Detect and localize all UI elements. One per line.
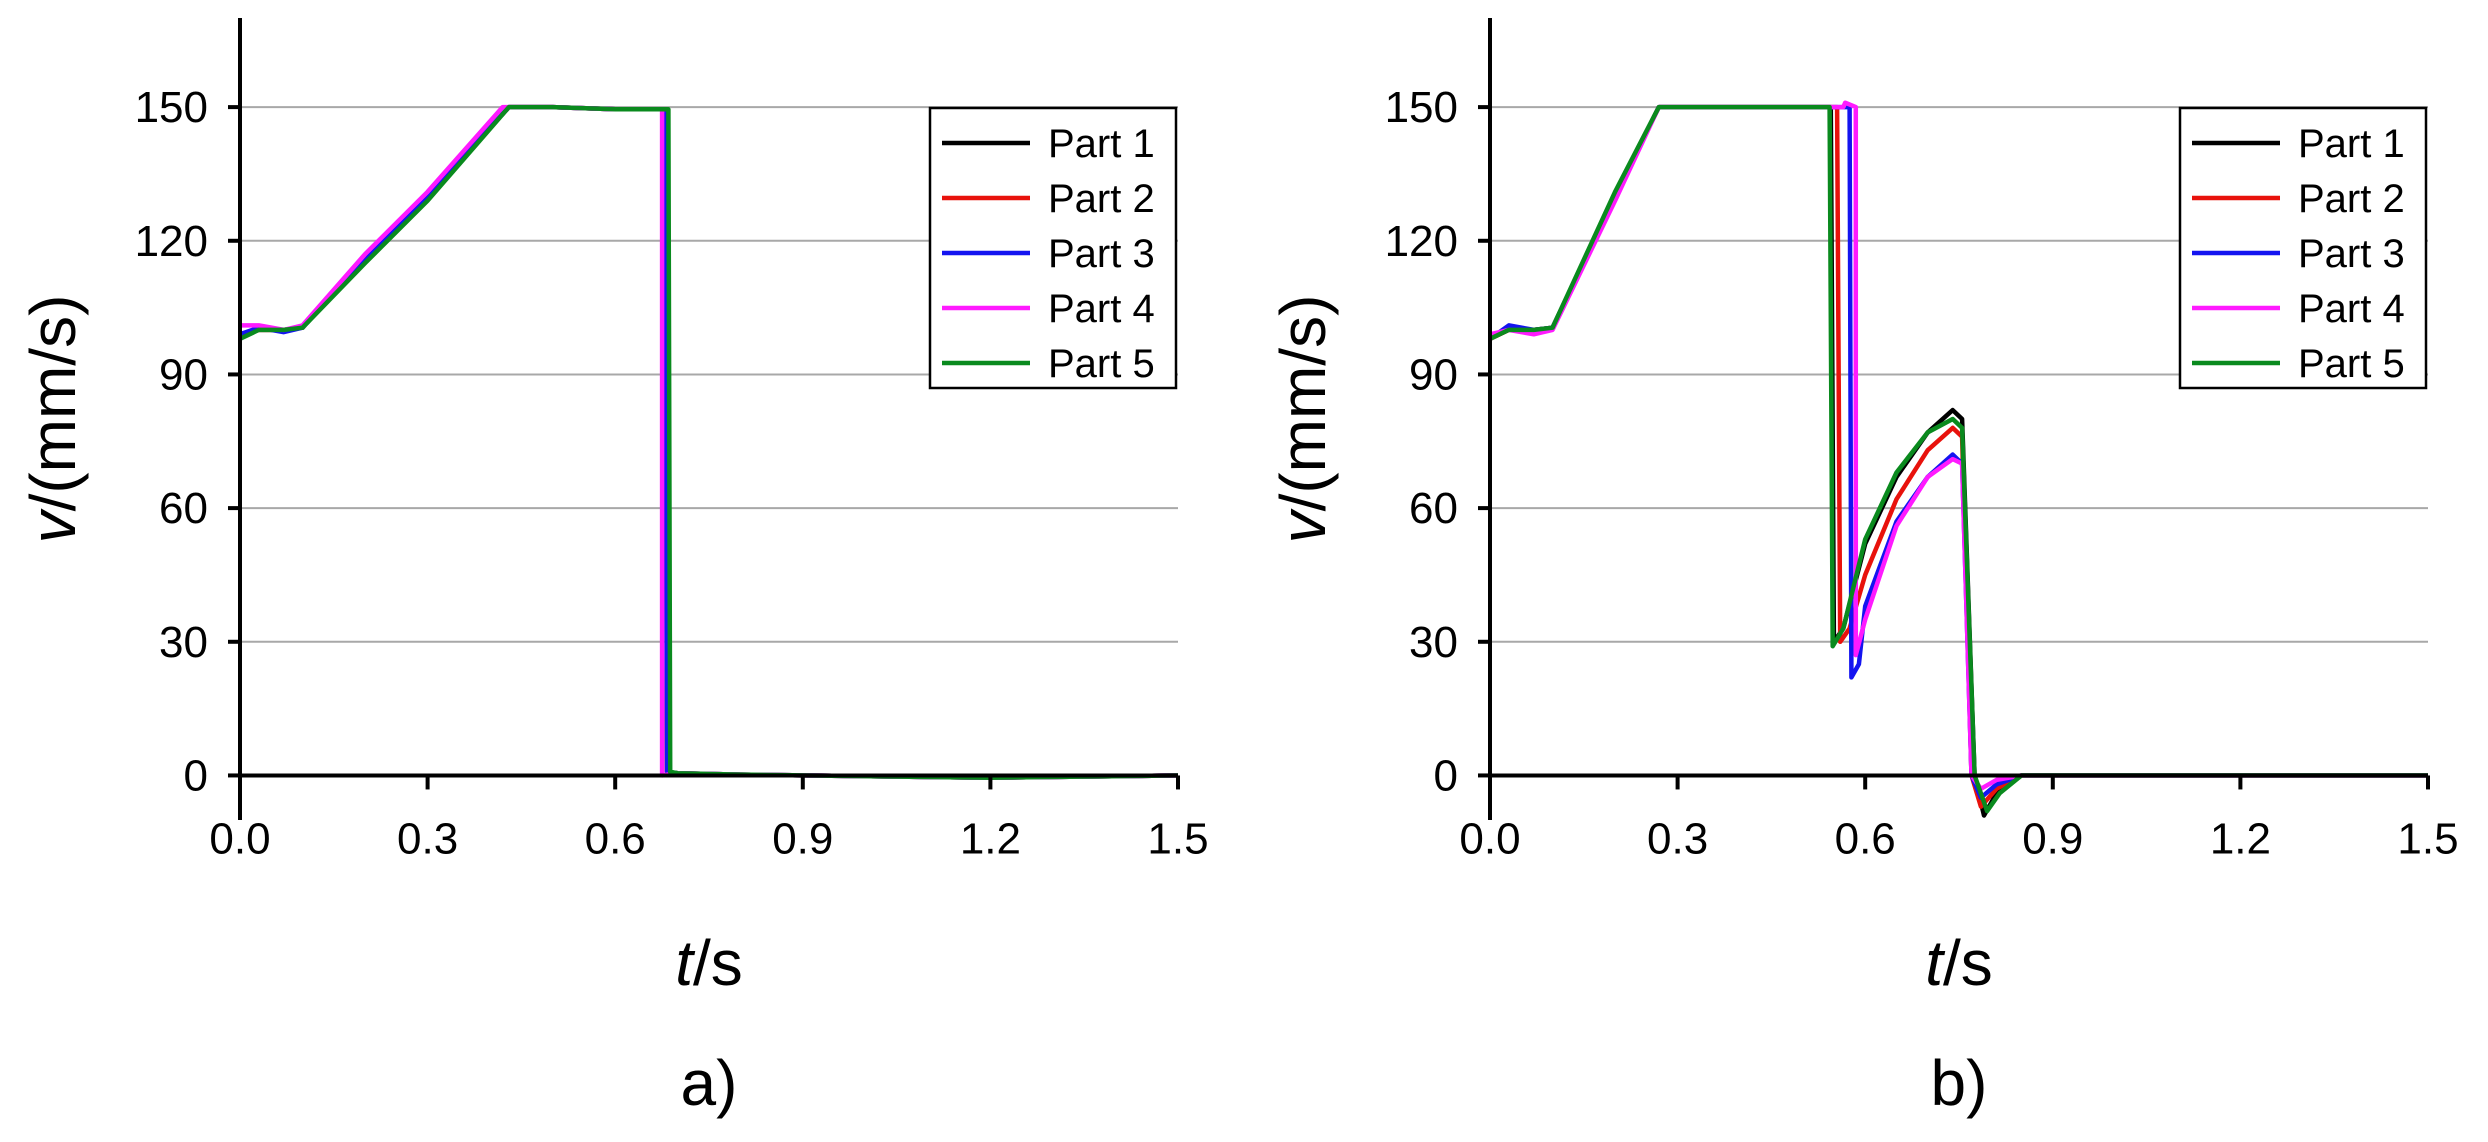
legend-label: Part 3 xyxy=(1048,232,1155,276)
x-tick-label: 0.9 xyxy=(2022,814,2083,863)
x-axis-title-variable: t xyxy=(675,927,695,999)
legend-label: Part 4 xyxy=(2298,287,2405,331)
x-axis-title-unit: /s xyxy=(1943,927,1993,999)
legend-box xyxy=(2178,106,2428,390)
y-axis-title: v/(mm/s) xyxy=(17,295,89,544)
x-tick-label: 1.2 xyxy=(960,814,1021,863)
y-tick-label: 0 xyxy=(1434,751,1458,800)
x-tick-label: 1.2 xyxy=(2210,814,2271,863)
x-axis-title: t/s xyxy=(675,927,743,999)
legend-box xyxy=(928,106,1178,390)
y-tick-label: 30 xyxy=(159,618,208,667)
y-tick-label: 120 xyxy=(1385,217,1458,266)
y-axis-title-unit: /(mm/s) xyxy=(1267,295,1339,512)
series-line-part-4 xyxy=(1489,100,2428,792)
chart-panel-a: 0 30 60 90 120 150 0.0 0.3 0.6 0.9 1.2 1.5 t/s v/(mm/… xyxy=(17,18,1209,1119)
y-tick-label: 150 xyxy=(1385,83,1458,132)
y-tick-label: 150 xyxy=(135,83,208,132)
panel-label: b) xyxy=(1931,1047,1988,1119)
legend-label: Part 2 xyxy=(2298,177,2405,221)
legend-label: Part 2 xyxy=(1048,177,1155,221)
legend-label: Part 5 xyxy=(2298,342,2405,386)
y-tick-label: 60 xyxy=(1409,484,1458,533)
legend-label: Part 1 xyxy=(2298,122,2405,166)
chart-panel-b: 0 30 60 90 120 150 0.0 0.3 0.6 0.9 1.2 1.5 t/s v/(mm/… xyxy=(1267,18,2459,1119)
y-axis-title: v/(mm/s) xyxy=(1267,295,1339,544)
x-tick-label: 0.3 xyxy=(397,814,458,863)
x-axis-title-variable: t xyxy=(1925,927,1945,999)
y-axis-title-variable: v xyxy=(1267,507,1339,543)
legend-label: Part 5 xyxy=(1048,342,1155,386)
legend-label: Part 3 xyxy=(2298,232,2405,276)
x-tick-label: 0.9 xyxy=(772,814,833,863)
y-tick-label: 90 xyxy=(1409,350,1458,399)
y-tick-label: 120 xyxy=(135,217,208,266)
panel-label: a) xyxy=(681,1047,738,1119)
y-axis-title-variable: v xyxy=(17,507,89,543)
x-axis-title-unit: /s xyxy=(693,927,743,999)
y-tick-label: 0 xyxy=(184,751,208,800)
x-tick-label: 1.5 xyxy=(2397,814,2458,863)
x-tick-label: 0.0 xyxy=(1459,814,1520,863)
x-tick-label: 1.5 xyxy=(1147,814,1208,863)
x-tick-label: 0.6 xyxy=(1835,814,1896,863)
x-tick-label: 0.0 xyxy=(209,814,270,863)
x-tick-label: 0.3 xyxy=(1647,814,1708,863)
x-axis-title: t/s xyxy=(1925,927,1993,999)
y-tick-label: 60 xyxy=(159,484,208,533)
legend-label: Part 1 xyxy=(1048,122,1155,166)
y-tick-label: 90 xyxy=(159,350,208,399)
y-tick-label: 30 xyxy=(1409,618,1458,667)
x-tick-label: 0.6 xyxy=(585,814,646,863)
y-axis-title-unit: /(mm/s) xyxy=(17,295,89,512)
legend: Part 1 Part 2 Part 3 Part 4 Part 5 xyxy=(928,106,1178,390)
legend-label: Part 4 xyxy=(1048,287,1155,331)
series-line-part-5 xyxy=(1489,104,2428,814)
legend: Part 1 Part 2 Part 3 Part 4 Part 5 xyxy=(2178,106,2428,390)
